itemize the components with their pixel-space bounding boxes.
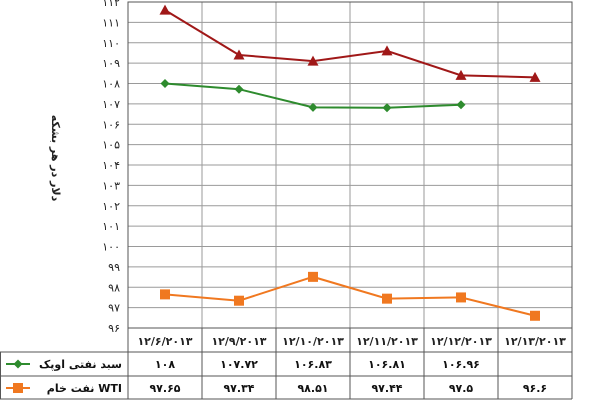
y-tick-label: ۱۰۱ [102,220,120,233]
y-tick-label: ۱۰۴ [102,159,120,172]
data-label: ۹۷.۴۴ [371,382,402,395]
legend-marker [13,383,23,393]
data-point [234,84,244,94]
x-tick-label: ۱۲/۱۲/۲۰۱۳ [430,335,492,348]
data-point [160,289,170,300]
x-tick-label: ۱۲/۱۳/۲۰۱۳ [504,335,566,348]
data-label: ۹۷.۵ [449,382,474,395]
y-tick-label: ۹۸ [108,281,120,294]
x-tick-label: ۱۲/۹/۲۰۱۳ [211,335,266,348]
y-tick-label: ۱۱۲ [102,0,120,9]
x-tick-label: ۱۲/۱۰/۲۰۱۳ [282,335,344,348]
data-point [234,295,244,306]
y-tick-label: ۱۰۲ [102,200,120,213]
y-tick-label: ۱۰۹ [102,57,120,70]
data-label: ۹۷.۳۴ [223,382,254,395]
y-tick-label: ۱۰۳ [102,179,120,192]
data-point [308,271,318,282]
data-label: ۹۸.۵۱ [297,382,328,395]
y-tick-label: ۹۹ [108,261,120,274]
y-tick-label: ۹۷ [108,302,120,315]
legend-label: نفت خام WTI [47,382,122,395]
data-point [159,4,171,15]
data-point [455,69,467,80]
data-point [308,102,318,112]
series-line [164,275,536,317]
data-label: ۹۶.۶ [523,382,547,395]
legend-marker [13,359,23,369]
data-point [382,293,392,304]
y-tick-label: ۱۰۸ [102,78,120,91]
x-tick-label: ۱۲/۶/۲۰۱۳ [137,335,192,348]
series-line [164,9,536,79]
y-tick-label: ۱۰۵ [102,139,120,152]
legend-label: سبد نفتی اوپک [39,358,122,371]
y-tick-label: ۱۰۰ [102,241,120,254]
y-tick-label: ۱۱۱ [102,16,120,29]
data-point [382,103,392,113]
data-label: ۹۷.۶۵ [149,382,180,395]
data-point [160,79,170,88]
y-tick-label: ۱۰۶ [102,118,120,131]
data-label: ۱۰۶.۸۱ [368,358,406,371]
data-label: ۱۰۸ [155,358,175,371]
data-label: ۱۰۶.۹۶ [442,358,480,371]
x-tick-label: ۱۲/۱۱/۲۰۱۳ [356,335,418,348]
data-label: ۱۰۶.۸۳ [294,358,332,371]
data-point [233,49,245,60]
y-tick-label: ۱۱۰ [102,37,120,50]
data-point [381,45,393,56]
data-point [529,71,541,82]
data-point [530,310,540,321]
y-tick-label: ۱۰۷ [102,98,120,111]
data-point [307,55,319,66]
y-tick-label: ۹۶ [108,322,120,335]
y-axis-label: دلار در هر بشکه [49,115,62,202]
data-point [456,292,466,303]
data-label: ۱۰۷.۷۲ [220,358,258,371]
data-point [456,100,466,110]
